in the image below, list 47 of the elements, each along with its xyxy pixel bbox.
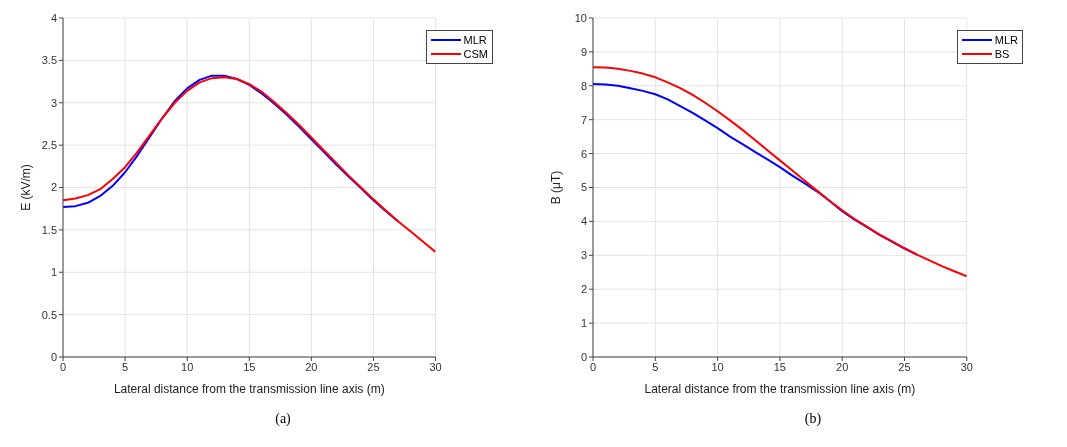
- legend-label: MLR: [463, 33, 487, 47]
- legend-label: MLR: [994, 33, 1018, 47]
- y-tick-label: 4: [50, 11, 57, 24]
- x-tick-label: 10: [181, 360, 194, 373]
- y-tick-label: 0.5: [41, 308, 57, 321]
- y-tick-label: 8: [580, 79, 587, 92]
- x-axis-title: Lateral distance from the transmission line axis (m): [644, 382, 916, 396]
- x-tick-label: 30: [429, 360, 442, 373]
- y-tick-label: 3: [50, 96, 57, 109]
- y-tick-label: 4: [580, 215, 587, 228]
- y-tick-label: 2: [50, 181, 57, 194]
- y-tick-label: 1.5: [41, 223, 57, 236]
- text: (b): [803, 411, 823, 427]
- x-tick-label: 20: [836, 360, 849, 373]
- x-tick-label: 20: [305, 360, 318, 373]
- y-tick-label: 0: [50, 350, 57, 363]
- y-axis-title: B (μT): [549, 170, 563, 205]
- line-series: [63, 76, 436, 253]
- x-tick-label: 0: [589, 360, 597, 373]
- x-tick-label: 15: [243, 360, 256, 373]
- y-axis-title: E (kV/m): [19, 164, 33, 211]
- x-tick-label: 0: [59, 360, 67, 373]
- y-tick-label: 1: [50, 266, 57, 279]
- y-tick-label: 2: [580, 283, 587, 296]
- y-tick-label: 2.5: [41, 139, 57, 152]
- x-tick-label: 5: [122, 360, 129, 373]
- y-tick-label: 10: [574, 11, 587, 24]
- x-tick-label: 15: [773, 360, 787, 373]
- x-tick-label: 5: [652, 360, 659, 373]
- y-tick-label: 0: [580, 350, 587, 363]
- y-tick-label: 1: [580, 317, 587, 330]
- y-tick-label: 9: [580, 45, 587, 58]
- legend-label: CSM: [463, 47, 488, 61]
- y-tick-label: 3: [580, 249, 587, 262]
- x-tick-label: 10: [711, 360, 724, 373]
- text: (a): [274, 411, 292, 427]
- x-axis-title: Lateral distance from the transmission line axis (m): [113, 382, 385, 396]
- y-tick-label: 5: [580, 181, 587, 194]
- y-tick-label: 3.5: [41, 54, 57, 67]
- line-series: [593, 66, 967, 278]
- y-tick-label: 7: [580, 113, 587, 126]
- x-tick-label: 25: [898, 360, 911, 373]
- x-tick-label: 25: [367, 360, 380, 373]
- y-tick-label: 6: [580, 147, 587, 160]
- line-series: [593, 83, 918, 256]
- legend-label: BS: [994, 47, 1010, 61]
- x-tick-label: 30: [960, 360, 973, 373]
